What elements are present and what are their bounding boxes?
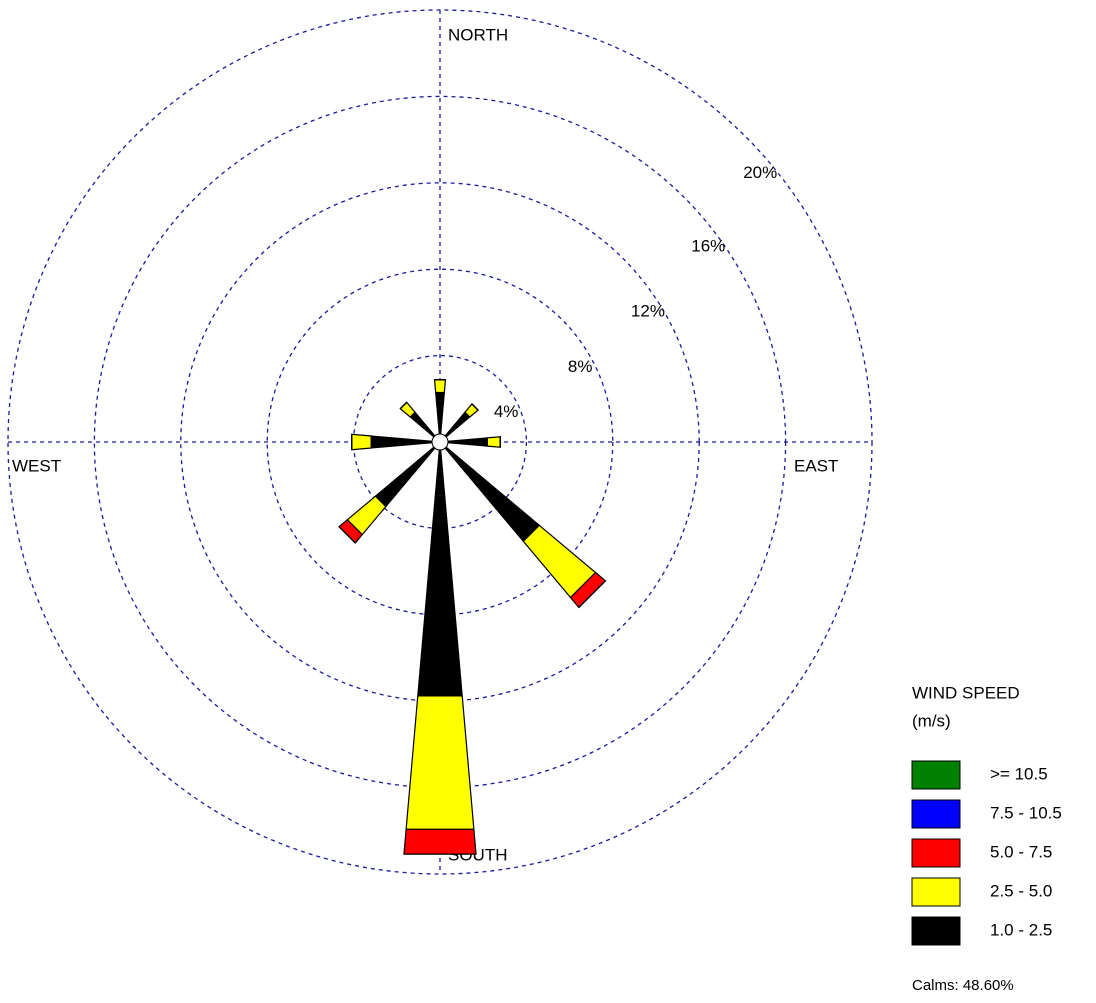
- label-background: [10, 456, 64, 476]
- legend-swatch: [911, 916, 961, 946]
- compass-label: NORTH: [448, 25, 508, 44]
- legend-swatch: [911, 838, 961, 868]
- legend-label: 1.0 - 2.5: [990, 920, 1052, 939]
- petal-segment: [486, 436, 501, 448]
- petal-segment: [405, 695, 475, 830]
- ring-label: 20%: [743, 163, 777, 182]
- label-background: [446, 25, 511, 45]
- legend-title: WIND SPEED: [912, 683, 1020, 702]
- petal-segment: [471, 403, 479, 411]
- petal-segment: [439, 441, 541, 543]
- grid-ring: [266, 268, 614, 616]
- grid-ring: [180, 182, 700, 702]
- center-hole: [431, 433, 449, 451]
- petal-segment: [370, 435, 441, 449]
- petal-segment: [399, 401, 416, 418]
- legend-swatch: [911, 760, 961, 790]
- label-background: [792, 456, 841, 476]
- legend-label: 7.5 - 10.5: [990, 803, 1062, 822]
- legend-swatch: [911, 877, 961, 907]
- ring-label: 12%: [631, 302, 665, 321]
- ring-label: 16%: [691, 237, 725, 256]
- grid-ring: [93, 95, 787, 789]
- legend-swatch: [911, 799, 961, 829]
- petal-segment: [417, 441, 463, 697]
- compass-label: WEST: [12, 456, 61, 475]
- calms-label: Calms: 48.60%: [912, 977, 1014, 994]
- petal-segment: [374, 441, 441, 508]
- petal-segment: [399, 401, 408, 410]
- petal-segment: [403, 828, 477, 855]
- legend-title: (m/s): [912, 711, 951, 730]
- petal-segment: [578, 580, 606, 608]
- petal-segment: [433, 378, 447, 394]
- legend-label: 2.5 - 5.0: [990, 881, 1052, 900]
- legend-label: >= 10.5: [990, 764, 1048, 783]
- legend-label: 5.0 - 7.5: [990, 842, 1052, 861]
- ring-label: 8%: [568, 357, 593, 376]
- petal-segment: [338, 526, 356, 544]
- petal-segment: [351, 433, 372, 451]
- compass-label: EAST: [794, 456, 838, 475]
- ring-label: 4%: [494, 402, 519, 421]
- grid-ring: [7, 9, 873, 875]
- grid-ring: [352, 354, 528, 530]
